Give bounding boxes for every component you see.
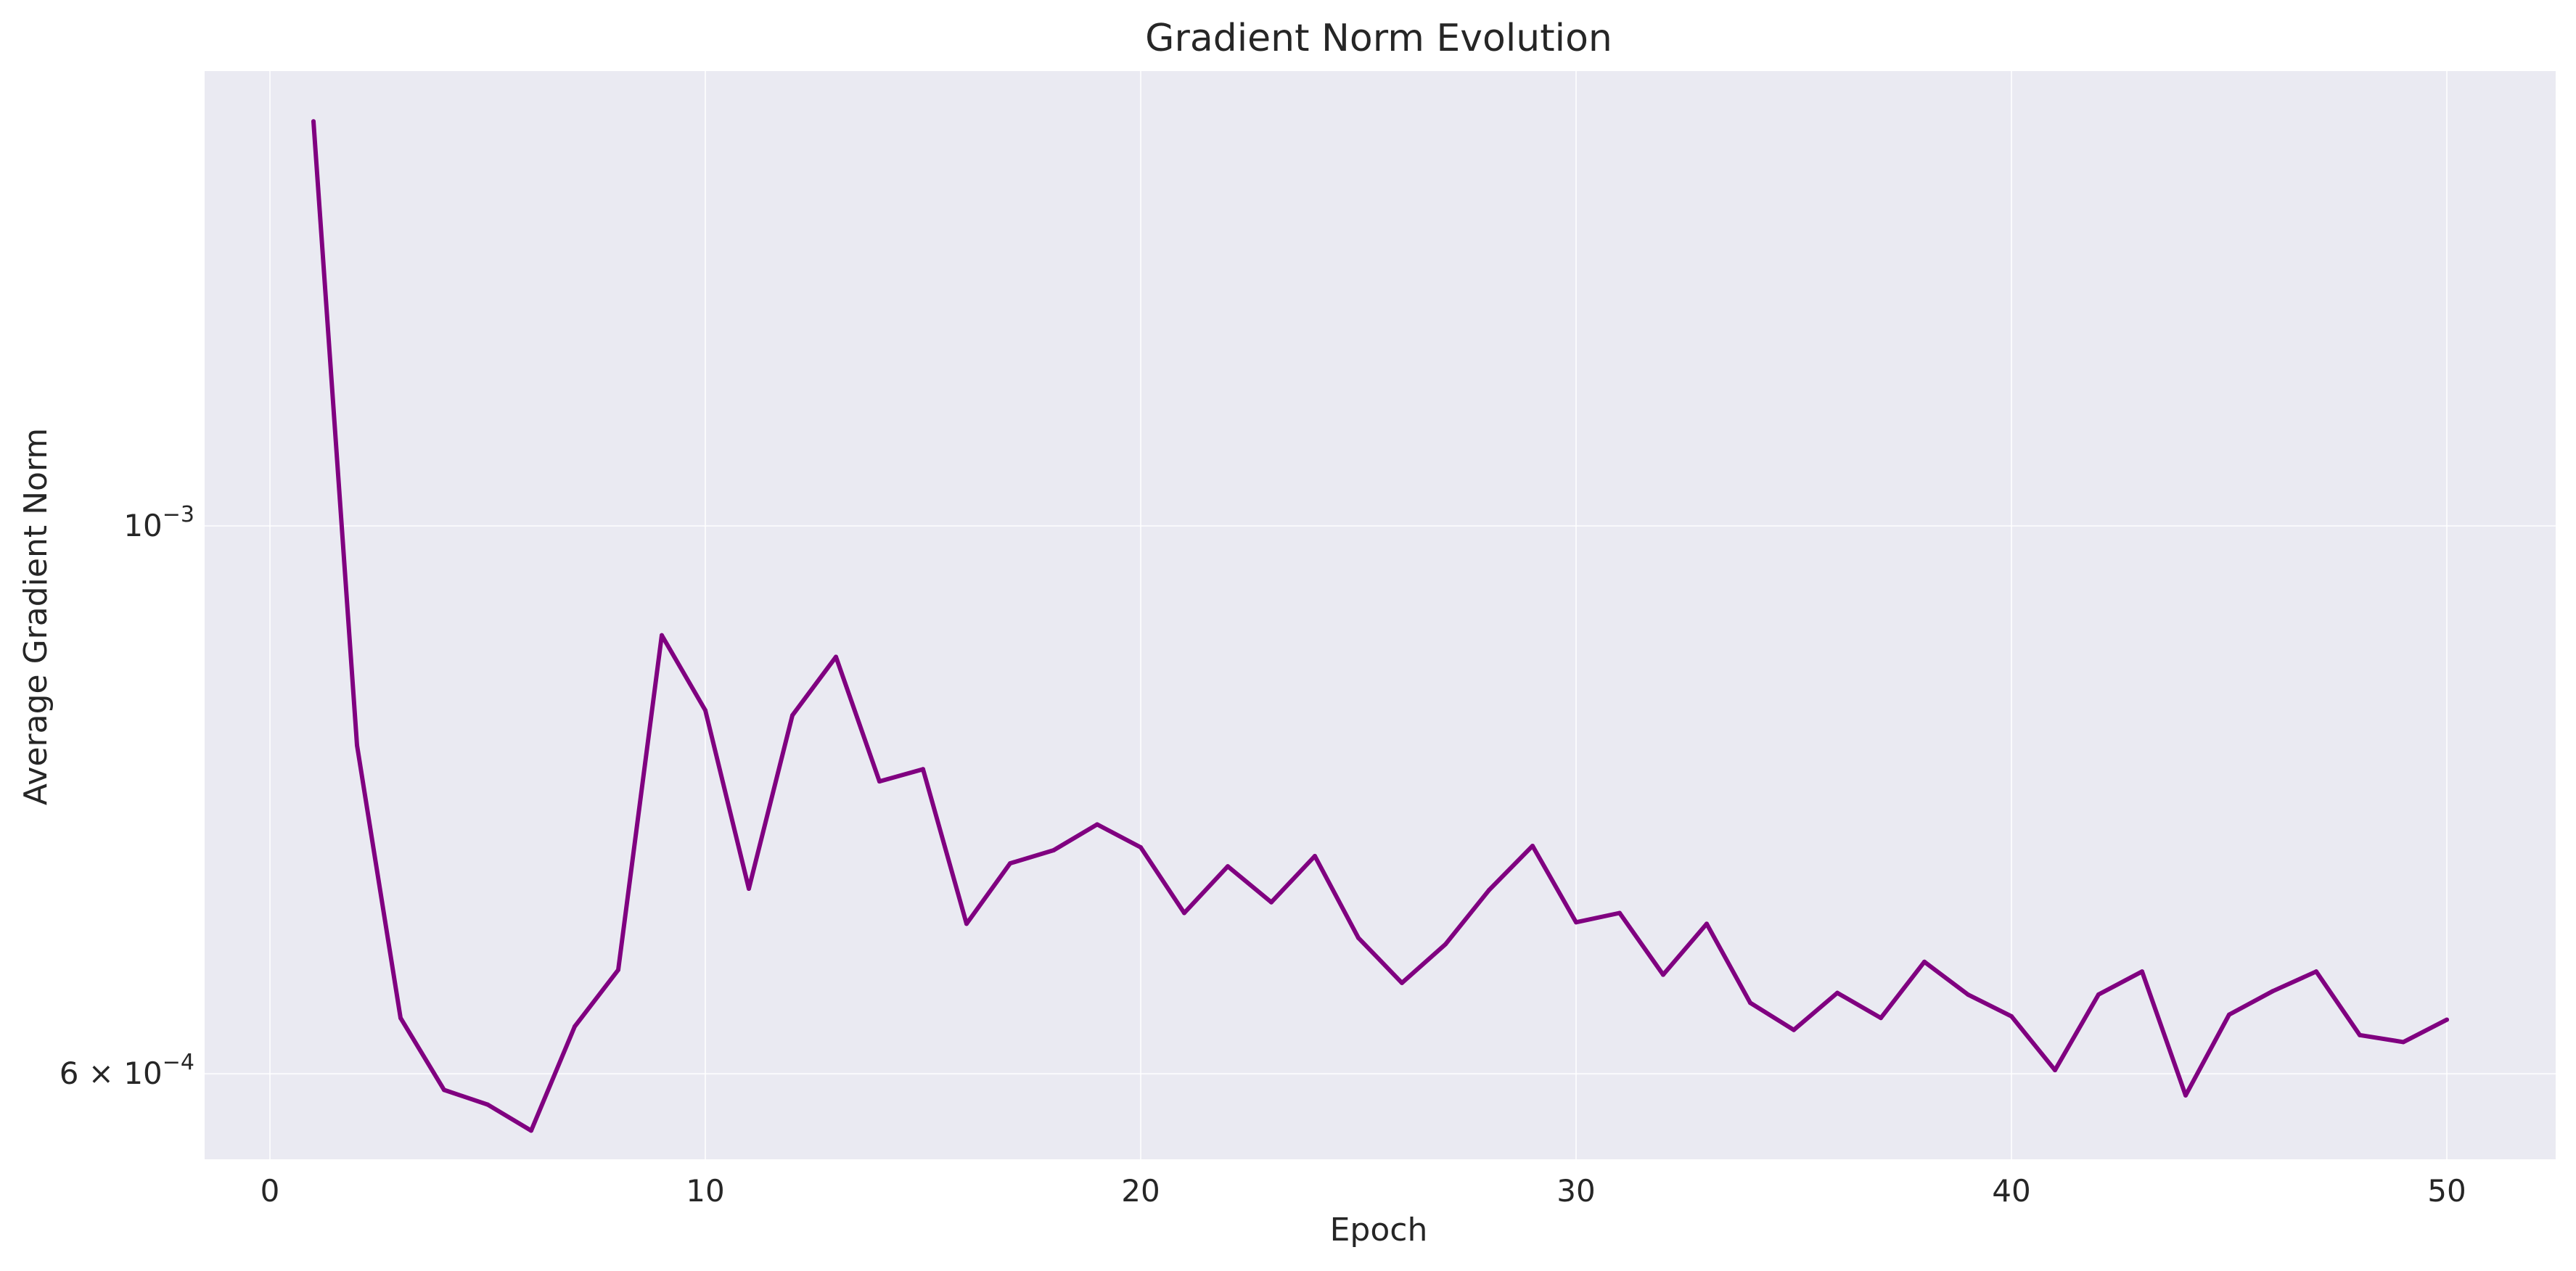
data-point xyxy=(2401,1040,2405,1045)
grid-lines xyxy=(205,71,2556,1159)
y-axis-ticks: 10−3 6 × 10−4 xyxy=(60,502,194,1091)
data-point xyxy=(1617,910,1622,916)
series-line xyxy=(311,119,2449,1133)
y-tick-base: 6 × 10 xyxy=(60,1056,163,1091)
data-point xyxy=(2009,1013,2014,1019)
data-point xyxy=(1051,847,1056,852)
data-point xyxy=(1574,920,1578,925)
data-point xyxy=(2140,969,2144,974)
data-point xyxy=(573,1024,577,1029)
data-point xyxy=(1748,1000,1752,1005)
data-point xyxy=(2445,1017,2449,1022)
data-point xyxy=(355,743,359,748)
data-point xyxy=(1008,861,1012,866)
x-tick-label: 20 xyxy=(1121,1173,1160,1209)
data-point xyxy=(1835,990,1839,995)
data-point xyxy=(790,713,795,718)
y-tick-exponent: −3 xyxy=(163,502,194,527)
data-point xyxy=(311,119,316,124)
data-point xyxy=(1922,959,1927,964)
data-point xyxy=(1269,900,1273,905)
x-tick-label: 10 xyxy=(686,1173,724,1209)
x-tick-label: 30 xyxy=(1556,1173,1595,1209)
data-point xyxy=(877,779,882,784)
data-point xyxy=(2271,989,2275,994)
data-point xyxy=(660,633,664,638)
data-point xyxy=(964,921,969,926)
data-point xyxy=(1226,864,1230,869)
data-point xyxy=(529,1128,533,1133)
chart-title: Gradient Norm Evolution xyxy=(1145,17,1612,60)
data-point xyxy=(703,708,707,713)
data-point xyxy=(2183,1093,2188,1098)
data-point xyxy=(1182,910,1186,916)
plot-background xyxy=(205,71,2556,1159)
y-tick-label: 6 × 10−4 xyxy=(60,1050,194,1091)
data-point xyxy=(2314,969,2318,974)
series-layer xyxy=(311,119,2449,1133)
data-point xyxy=(1966,992,1970,997)
x-axis-label: Epoch xyxy=(1330,1212,1428,1249)
y-tick-base: 10 xyxy=(123,508,162,543)
y-axis-label: Average Gradient Norm xyxy=(17,428,54,805)
x-tick-label: 50 xyxy=(2427,1173,2466,1209)
data-point xyxy=(2227,1012,2231,1017)
data-point xyxy=(1400,980,1404,985)
data-point xyxy=(1356,935,1361,940)
data-point xyxy=(1487,888,1491,893)
data-point xyxy=(1879,1016,1883,1021)
data-point xyxy=(1443,942,1448,947)
x-tick-label: 40 xyxy=(1992,1173,2030,1209)
data-point xyxy=(921,767,925,772)
data-point xyxy=(442,1087,446,1093)
y-tick-exponent: −4 xyxy=(163,1050,194,1075)
data-point xyxy=(1661,972,1665,977)
data-point xyxy=(1139,845,1143,850)
data-point xyxy=(1095,822,1099,827)
data-point xyxy=(2053,1068,2057,1073)
data-point xyxy=(2096,992,2101,997)
data-point xyxy=(1313,854,1317,859)
x-axis-ticks: 0 10 20 30 40 50 xyxy=(261,1173,2466,1209)
data-point xyxy=(1530,844,1535,849)
y-tick-label: 10−3 xyxy=(123,502,194,543)
data-point xyxy=(1705,921,1709,926)
data-point xyxy=(2358,1032,2362,1037)
data-point xyxy=(747,886,751,891)
data-point xyxy=(834,654,838,659)
data-point xyxy=(1792,1027,1796,1032)
data-point xyxy=(398,1016,403,1021)
data-point xyxy=(485,1102,490,1107)
x-tick-label: 0 xyxy=(261,1173,280,1209)
data-point xyxy=(616,967,620,972)
